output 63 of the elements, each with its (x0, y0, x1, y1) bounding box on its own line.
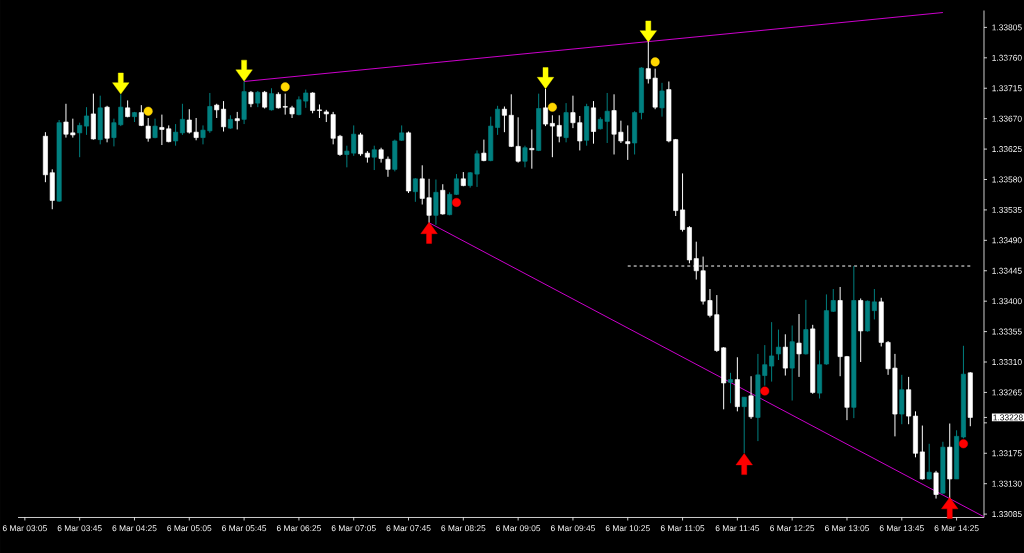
x-tick-label: 6 Mar 14:25 (934, 525, 979, 532)
candlestick (522, 145, 528, 168)
candlestick (310, 91, 316, 114)
x-tick-label: 6 Mar 08:25 (441, 525, 486, 532)
candlestick (543, 88, 549, 127)
x-tick-label: 6 Mar 06:25 (276, 525, 321, 532)
candlestick (412, 177, 418, 203)
candlestick (385, 156, 391, 178)
y-tick-label: 1.33715 (992, 85, 1022, 92)
y-tick-label: 1.33670 (992, 115, 1022, 122)
candlestick (680, 172, 686, 233)
x-tick-label: 6 Mar 03:05 (2, 525, 47, 532)
candlestick (358, 132, 364, 157)
candlestick (371, 145, 377, 171)
x-tick-label: 6 Mar 07:05 (331, 525, 376, 532)
candlestick (741, 396, 747, 454)
x-tick-label: 6 Mar 05:45 (222, 525, 267, 532)
y-tick-label: 1.33445 (992, 267, 1022, 274)
candlestick (221, 100, 227, 132)
candlestick (933, 470, 939, 500)
candlestick (748, 375, 754, 420)
x-tick-label: 6 Mar 11:45 (715, 525, 760, 532)
candlestick (269, 87, 274, 112)
y-tick-label: 1.33085 (992, 511, 1022, 518)
x-tick-label: 6 Mar 11:05 (660, 525, 705, 532)
candlestick (173, 123, 179, 147)
y-tick-label: 1.33805 (992, 24, 1022, 31)
candlestick (591, 100, 596, 145)
x-tick-label: 6 Mar 04:25 (112, 525, 157, 532)
y-tick-label: 1.33625 (992, 146, 1022, 153)
y-tick-label: 1.33355 (992, 328, 1022, 335)
y-tick-label: 1.33580 (992, 176, 1022, 183)
candlestick (659, 82, 665, 118)
y-tick-label: 1.33760 (992, 54, 1022, 61)
y-tick-label: 1.33175 (992, 450, 1022, 457)
x-tick-label: 6 Mar 12:25 (770, 525, 815, 532)
candlestick (776, 329, 781, 361)
x-tick-label: 6 Mar 09:05 (496, 525, 541, 532)
y-tick-label: 1.33490 (992, 237, 1022, 244)
x-tick-label: 6 Mar 03:45 (57, 525, 102, 532)
x-tick-label: 6 Mar 09:45 (550, 525, 595, 532)
y-tick-label: 1.33265 (992, 389, 1022, 396)
x-tick-label: 6 Mar 13:05 (824, 525, 870, 532)
candlestick (782, 333, 788, 377)
candlestick (529, 128, 535, 170)
candlestick (728, 372, 733, 404)
candlestick (796, 313, 802, 378)
x-tick-label: 6 Mar 07:45 (386, 525, 431, 532)
x-tick-label: 6 Mar 10:25 (605, 525, 650, 532)
y-tick-label: 1.33130 (992, 480, 1022, 487)
candlestick (440, 183, 446, 216)
y-tick-label: 1.33310 (992, 359, 1022, 365)
candlestick (871, 288, 877, 320)
candlestick (179, 103, 185, 136)
x-tick-label: 6 Mar 13:45 (879, 525, 924, 532)
candlestick (926, 443, 932, 481)
x-tick-label: 6 Mar 05:05 (167, 525, 212, 532)
y-tick-label: 1.33400 (992, 298, 1022, 305)
y-tick-label: 1.33535 (992, 206, 1022, 213)
y-tick-label: 1.33228 (993, 414, 1023, 421)
candlestick (77, 122, 83, 158)
candlestick (433, 179, 439, 226)
candlestick (84, 106, 89, 136)
